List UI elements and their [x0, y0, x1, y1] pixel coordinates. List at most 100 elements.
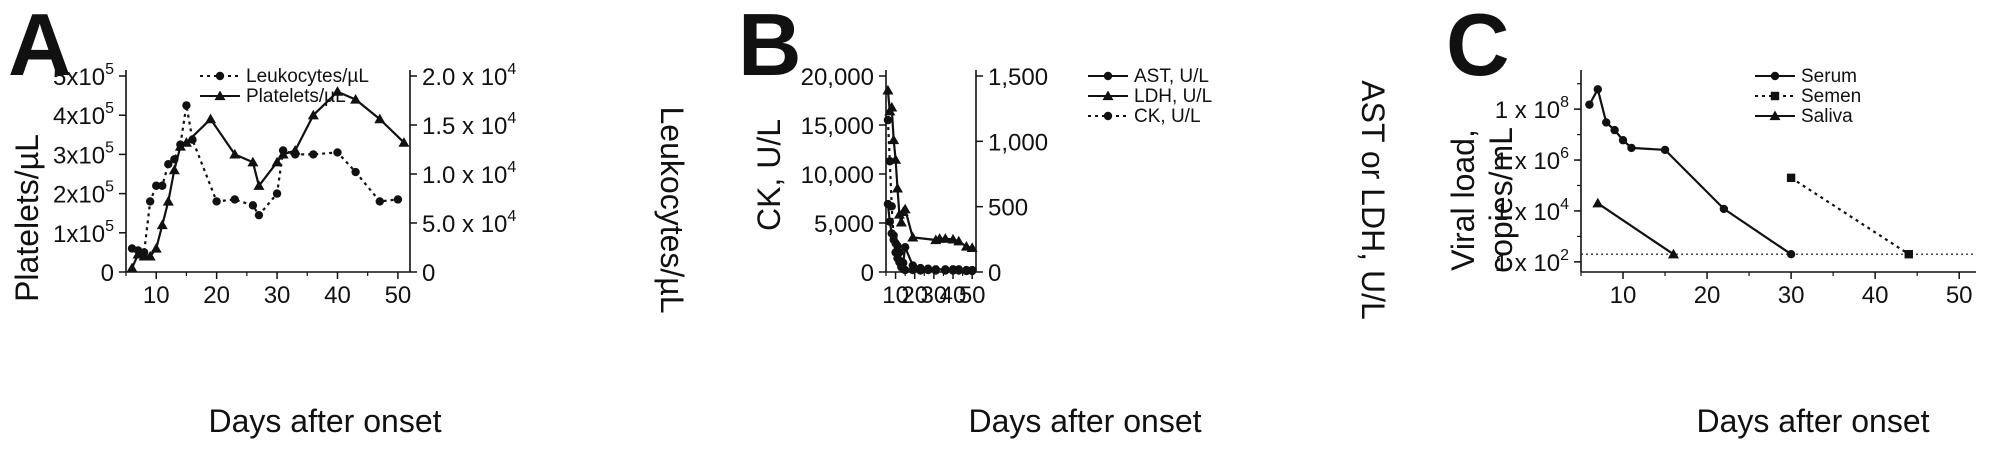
y-tick-label-left-exponent: 2: [1560, 247, 1569, 264]
legend-label: LDH, U/L: [1134, 86, 1212, 107]
y-tick-label-right: 0: [422, 260, 435, 287]
x-axis-title: Days after onset: [969, 403, 1202, 439]
series-line: [130, 90, 405, 269]
data-point: [174, 141, 186, 151]
y-tick-label-left: 10,000: [801, 162, 874, 189]
x-tick-label: 10: [143, 282, 170, 309]
data-point: [158, 181, 167, 190]
y-tick-label-left: 0: [861, 260, 874, 287]
data-point: [307, 109, 319, 120]
x-tick-label-text: 40: [1862, 282, 1889, 309]
legend-marker: [1103, 71, 1113, 81]
data-point: [162, 195, 174, 206]
legend-label: CK, U/L: [1134, 106, 1201, 127]
series-platelets-l: [126, 86, 410, 273]
data-point: [271, 156, 283, 167]
series-ck-u-l: [883, 115, 977, 276]
data-point: [895, 216, 907, 227]
x-tick-label-text: 20: [1694, 282, 1721, 309]
y-tick-label-left-text: 0: [861, 260, 874, 287]
data-point: [180, 137, 192, 147]
y-tick-label-left-exponent: 5: [105, 218, 114, 235]
panel-letter-c: C: [1446, 0, 1510, 94]
y-tick-label-left-text: 20,000: [801, 64, 874, 91]
data-point: [931, 266, 940, 275]
y-tick-label-left-text: 1 x 10: [1495, 250, 1560, 277]
y-tick-label-right-text: 500: [988, 195, 1028, 222]
legend-entry: Serum: [1755, 66, 1857, 87]
series-line: [1790, 176, 1910, 256]
data-point: [168, 164, 180, 175]
data-point: [1667, 248, 1679, 259]
data-point: [164, 160, 173, 169]
data-point: [889, 235, 898, 244]
y-tick-label-right-text: 1,000: [988, 129, 1048, 156]
data-point: [309, 150, 318, 159]
data-point: [253, 180, 265, 190]
right-axis-title: AST or LDH, U/L: [1355, 80, 1391, 319]
y-tick-label-right: 2.0 x 104: [422, 61, 516, 91]
data-point: [398, 137, 410, 147]
panel-letter-b: B: [738, 0, 802, 94]
data-point: [966, 242, 978, 252]
x-axis-title: Days after onset: [209, 403, 442, 439]
y-tick-label-right-exponent: 4: [507, 110, 516, 127]
x-tick-label: 30: [264, 282, 291, 309]
legend-entry: Saliva: [1755, 106, 1853, 127]
y-tick-label-left-text: 1 x 10: [1495, 199, 1560, 226]
data-point: [248, 201, 258, 210]
series-ldh-u-l: [882, 84, 978, 252]
data-point: [882, 84, 894, 95]
legend-label: Leukocytes/µL: [246, 66, 369, 87]
y-tick-label-left: 1 x 102: [1495, 247, 1569, 277]
data-point: [1593, 85, 1603, 94]
y-tick-label-right: 1.0 x 104: [422, 159, 516, 189]
legend-marker: [1770, 91, 1780, 101]
legend-entry: AST, U/L: [1088, 66, 1209, 87]
y-tick-label-left-exponent: 5: [105, 100, 114, 117]
y-tick-label-left: 1 x 108: [1495, 94, 1569, 124]
x-tick-label: 20: [203, 282, 230, 309]
y-tick-label-right: 5.0 x 104: [422, 208, 516, 238]
data-point: [923, 265, 933, 275]
data-point: [126, 262, 138, 273]
legend-marker: [214, 90, 226, 101]
legend-marker: [1103, 111, 1113, 121]
x-tick-label-text: 30: [264, 282, 291, 309]
y-tick-label-left: 4x105: [53, 100, 114, 130]
data-point: [888, 134, 900, 145]
data-point: [1786, 250, 1796, 259]
y-tick-label-left-exponent: 5: [105, 139, 114, 156]
data-point: [941, 266, 950, 275]
legend-entry: Leukocytes/µL: [200, 66, 369, 87]
right-axis-title: Leukocytes/µL: [654, 107, 690, 314]
y-tick-label-right: 500: [988, 195, 1028, 222]
x-tick-label: 40: [940, 282, 967, 309]
x-tick-label: 30: [1778, 282, 1805, 309]
y-tick-label-left: 2x105: [53, 179, 114, 209]
legend-label: AST, U/L: [1134, 66, 1209, 87]
y-tick-label-right-text: 1.0 x 10: [422, 162, 507, 189]
data-point: [182, 101, 191, 110]
x-tick-label-text: 40: [940, 282, 967, 309]
data-point: [230, 195, 239, 204]
data-point: [393, 195, 403, 204]
x-tick-label: 50: [1946, 282, 1973, 309]
data-point: [967, 266, 977, 276]
data-point: [900, 242, 910, 252]
data-point: [1610, 125, 1619, 135]
data-point: [1618, 136, 1628, 145]
data-point: [885, 157, 895, 166]
y-tick-label-left-text: 1 x 10: [1495, 148, 1560, 175]
series-line: [1588, 88, 1792, 256]
data-point: [908, 265, 918, 275]
data-point: [289, 144, 301, 155]
legend-marker: [1769, 110, 1781, 121]
left-axis-title-line2: copies/mL: [1483, 127, 1519, 273]
data-point: [939, 233, 951, 243]
x-axis-title: Days after onset: [1697, 403, 1930, 439]
x-tick-label: 50: [959, 282, 986, 309]
y-tick-label-left: 15,000: [801, 113, 874, 140]
y-tick-label-left-text: 1 x 10: [1495, 97, 1560, 124]
legend-entry: Platelets/µL: [200, 86, 346, 107]
